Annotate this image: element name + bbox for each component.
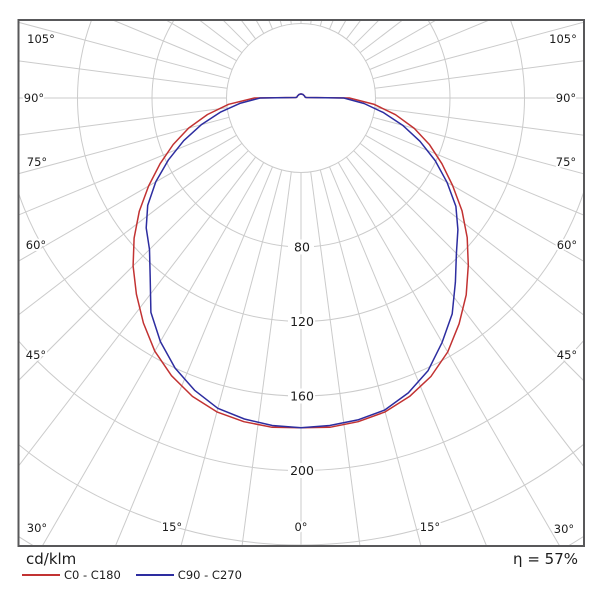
legend-label-c90-c270: C90 - C270 xyxy=(177,568,242,582)
svg-text:80: 80 xyxy=(294,240,310,255)
svg-text:45°: 45° xyxy=(26,348,46,362)
radial-unit-label: cd/klm xyxy=(26,550,77,568)
svg-text:90°: 90° xyxy=(24,91,44,105)
svg-text:60°: 60° xyxy=(557,238,577,252)
svg-text:105°: 105° xyxy=(27,32,55,46)
svg-text:200: 200 xyxy=(290,463,314,478)
plot-border xyxy=(17,19,585,547)
legend-label-c0-c180: C0 - C180 xyxy=(64,568,121,582)
legend-item-c0-c180: C0 - C180 xyxy=(22,568,121,582)
svg-text:60°: 60° xyxy=(26,238,46,252)
svg-text:105°: 105° xyxy=(549,32,577,46)
svg-text:90°: 90° xyxy=(556,91,576,105)
curve-c90-c270 xyxy=(145,93,459,429)
legend-line-c90-c270-icon xyxy=(135,574,174,576)
svg-text:15°: 15° xyxy=(162,520,182,534)
svg-text:0°: 0° xyxy=(294,520,307,534)
legend-line-c0-c180-icon xyxy=(22,574,60,576)
svg-text:30°: 30° xyxy=(27,521,47,535)
svg-text:15°: 15° xyxy=(420,520,440,534)
svg-text:75°: 75° xyxy=(556,155,576,169)
svg-text:30°: 30° xyxy=(554,522,574,536)
svg-text:160: 160 xyxy=(290,389,314,404)
legend-item-c90-c270: C90 - C270 xyxy=(135,568,242,582)
efficiency-label: η = 57% xyxy=(513,550,578,568)
svg-text:75°: 75° xyxy=(27,155,47,169)
curves xyxy=(132,93,470,429)
svg-text:45°: 45° xyxy=(557,348,577,362)
axis-labels: 80 120 160 200 105° 90° 75° 60° 45° 105° 90° 75° 60°… xyxy=(22,30,579,538)
svg-text:120: 120 xyxy=(290,314,314,329)
legend: C0 - C180 C90 - C270 xyxy=(22,568,242,582)
